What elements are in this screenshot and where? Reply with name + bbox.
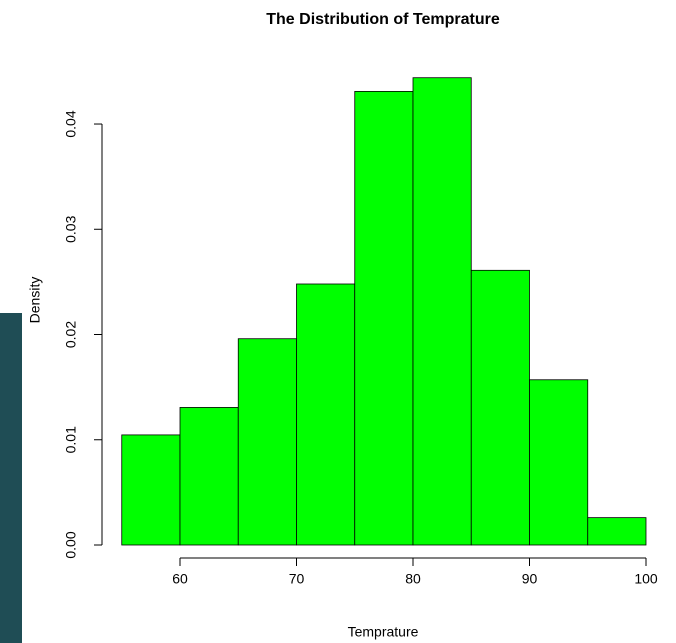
bar [529,379,589,546]
bar [179,407,239,546]
y-tick-label: 0.04 [63,110,79,137]
bar [121,434,181,546]
x-tick-label: 90 [522,571,538,587]
x-tick-label: 60 [172,571,188,587]
bar [296,283,356,546]
background-panel [0,313,22,643]
x-tick-label: 100 [634,571,658,587]
y-tick-label: 0.03 [63,215,79,242]
bar [354,90,414,546]
x-axis-label: Temprature [348,624,419,640]
x-tick-label: 70 [289,571,305,587]
y-tick-label: 0.00 [63,531,79,558]
y-tick-label: 0.02 [63,321,79,348]
bar [470,269,530,546]
bar [412,77,472,546]
y-axis-label: Density [27,277,43,324]
y-tick-label: 0.01 [63,426,79,453]
x-tick-label: 80 [405,571,421,587]
bar [587,517,647,546]
bar [237,338,297,546]
chart-title: The Distribution of Temprature [266,11,500,28]
